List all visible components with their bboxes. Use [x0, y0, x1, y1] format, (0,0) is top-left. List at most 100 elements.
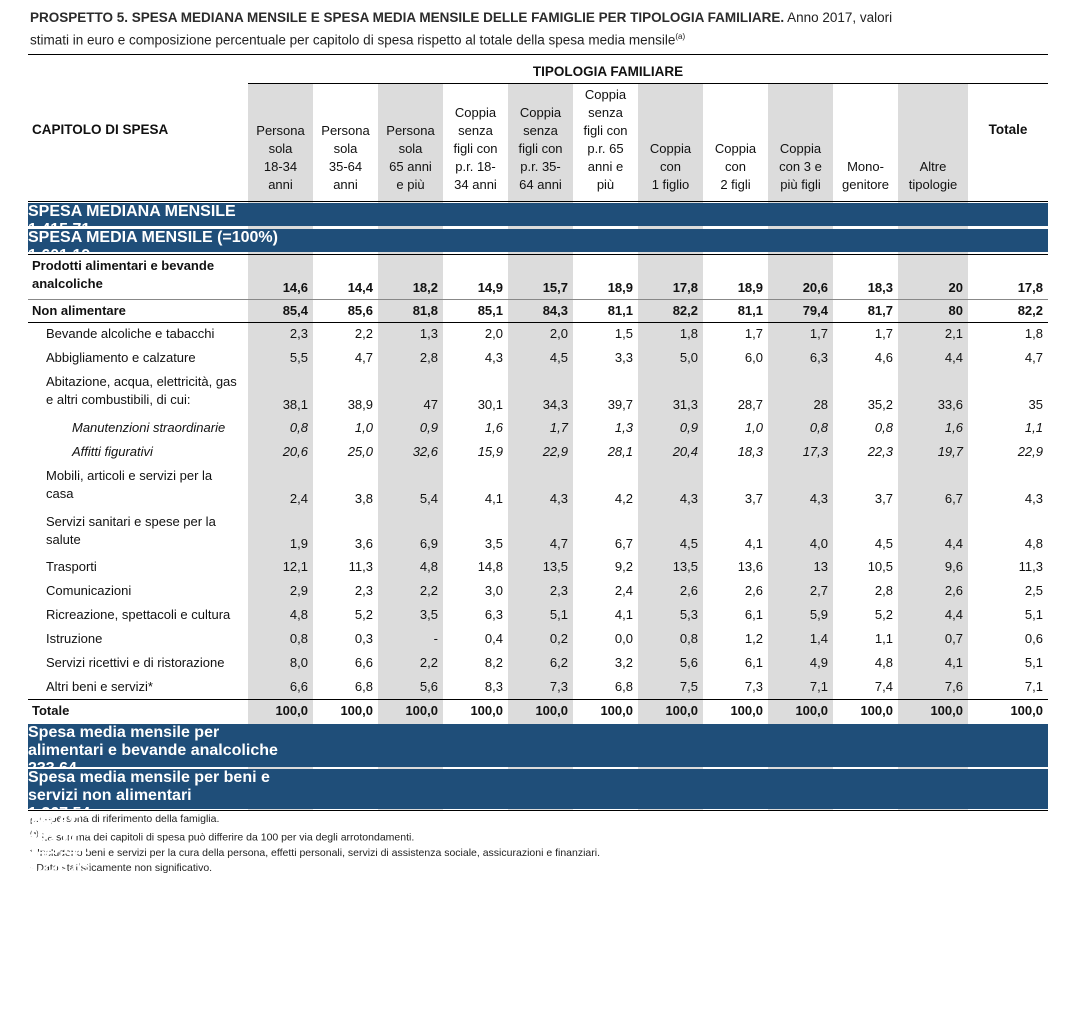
- table-cell: 2.130,65: [28, 383, 91, 400]
- row-label-line: Ricreazione, spettacoli e cultura: [46, 607, 231, 622]
- table-cell: 4,5: [549, 350, 568, 365]
- table-cell: 0,4: [484, 631, 503, 646]
- row-label: Totale: [32, 702, 69, 720]
- table-cell: 6,8: [614, 679, 633, 694]
- table-cell: 22,9: [1017, 443, 1043, 459]
- column-header-line: più figli: [780, 177, 821, 192]
- table-cell: 4,1: [744, 536, 763, 551]
- table-cell: 6,3: [809, 350, 828, 365]
- table-cell: 3.330,36: [28, 391, 91, 408]
- table-cell: 388,61: [28, 814, 77, 831]
- row-label: SPESA MEDIANA MENSILE: [28, 203, 1048, 221]
- table-cell: 4,9: [809, 655, 828, 670]
- row-label: Servizi sanitari e spese per la salute: [46, 513, 216, 549]
- table-bottom-rule: [28, 810, 1048, 811]
- table-cell: 2.106,83: [28, 1003, 91, 1020]
- table-cell: 2,2: [419, 583, 438, 598]
- table-cell: 2.496,50: [28, 293, 91, 310]
- table-cell: 8,0: [289, 655, 308, 670]
- column-header-line: 65 anni: [389, 159, 432, 174]
- row-label: Spesa media mensile per beni e servizi no…: [28, 769, 1048, 805]
- column-header-line: Coppia: [454, 105, 497, 120]
- table-cell: 39,7: [607, 397, 633, 412]
- table-cell: 2,0: [549, 326, 568, 341]
- row-label: Ricreazione, spettacoli e cultura: [46, 606, 230, 624]
- table-cell: 35: [1028, 397, 1043, 412]
- column-header-line: Coppia: [649, 141, 692, 156]
- table-cell: 11,3: [348, 559, 373, 574]
- column-header: Coppia senza figli con p.r. 18- 34 anni: [443, 104, 508, 194]
- table-cell: 100,0: [665, 703, 698, 718]
- table-cell: 4,2: [614, 491, 633, 506]
- table-cell: 2,3: [289, 326, 308, 341]
- table-cell: 539,92: [28, 868, 77, 885]
- table-cell: 5,9: [809, 607, 828, 622]
- row-label-line: casa: [46, 486, 74, 501]
- table-cell: 2.638,39: [28, 931, 91, 948]
- title-rest-1: Anno 2017, valori: [784, 10, 893, 25]
- row-label-line: SPESA MEDIA MENSILE (=100%): [28, 229, 278, 246]
- row-label: Bevande alcoliche e tabacchi: [46, 325, 214, 343]
- row-label: SPESA MEDIA MENSILE (=100%): [28, 229, 1048, 247]
- table-cell: 2,7: [809, 583, 828, 598]
- table-cell: 15,7: [542, 280, 568, 295]
- table-cell: 7,3: [549, 679, 568, 694]
- table-cell: 2,3: [354, 583, 373, 598]
- row-label-line: Altri beni e servizi*: [46, 679, 153, 694]
- column-header-line: Altre: [919, 159, 947, 174]
- table-cell: 7,1: [1024, 679, 1043, 694]
- column-header: Mono-genitore: [833, 158, 898, 194]
- table-cell: 85,1: [477, 302, 503, 318]
- row-label: Mobili, articoli e servizi per la casa: [46, 467, 212, 503]
- table-cell: 4,4: [944, 607, 963, 622]
- table-cell: 6,2: [549, 655, 568, 670]
- table-cell: -: [433, 631, 438, 646]
- table-cell: 3,5: [419, 607, 438, 622]
- table-row: Servizi ricettivi e di ristorazione 8,0 6,…: [28, 651, 1048, 675]
- table-row: Manutenzioni straordinarie 0,8 1,0 0,9 1,6 1,…: [28, 416, 1048, 439]
- footnotes: p.r.=persona di riferimento della famigl…: [30, 812, 600, 876]
- table-cell: 25,0: [347, 443, 373, 459]
- table-cell: 81,1: [607, 302, 633, 318]
- row-label-line: Prodotti alimentari e bevande: [32, 258, 215, 273]
- column-header-line: Coppia: [779, 141, 822, 156]
- row-label: Servizi ricettivi e di ristorazione: [46, 654, 224, 672]
- column-header-line: 2 figli: [720, 177, 751, 192]
- table-cell: 81,7: [867, 302, 893, 318]
- table-cell: 505,52: [28, 850, 77, 867]
- table-row: Abbigliamento e calzature 5,5 4,7 2,8 4,3 4,5…: [28, 346, 1048, 370]
- table-cell: 38,1: [282, 397, 308, 412]
- table-cell: 6,9: [419, 536, 438, 551]
- table-cell: 14,6: [282, 280, 308, 295]
- table-cell: 22,3: [867, 443, 893, 459]
- footnote-text: p.r.=persona di riferimento della famigl…: [30, 813, 220, 825]
- table-cell: 82,2: [672, 302, 698, 318]
- table-cell: 28,1: [607, 443, 633, 459]
- row-label: Istruzione: [46, 630, 102, 648]
- table-cell: 3.032,13: [28, 355, 91, 372]
- table-cell: 9,6: [944, 559, 963, 574]
- table-cell: 1,8: [679, 326, 698, 341]
- row-label-line: salute: [46, 532, 81, 547]
- table-cell: 1.663,25: [28, 283, 91, 300]
- table-cell: 12,1: [282, 559, 308, 574]
- table-cell: 4,8: [419, 559, 438, 574]
- table-cell: 17,8: [672, 280, 698, 295]
- row-label-line: servizi non alimentari: [28, 787, 192, 804]
- table-cell: 84,3: [542, 302, 568, 318]
- table-cell: 2.645,55: [28, 949, 91, 966]
- table-cell: 5,5: [289, 350, 308, 365]
- table-cell: 1,7: [874, 326, 893, 341]
- table-cell: 8,2: [484, 655, 503, 670]
- table-cell: 38,9: [347, 397, 373, 412]
- table-cell: 18,2: [412, 280, 438, 295]
- column-header-line: sola: [268, 141, 293, 156]
- row-label-line: Istruzione: [46, 631, 103, 646]
- table-cell: 14,4: [347, 280, 373, 295]
- table-row: Comunicazioni 2,9 2,3 2,2 3,0 2,3 2,4 2,6 2,6 2,7…: [28, 579, 1048, 603]
- table-cell: 1.601,19: [28, 247, 91, 264]
- table-cell: 4,6: [874, 350, 893, 365]
- table-cell: 0,3: [354, 631, 373, 646]
- table-cell: 20,6: [802, 280, 828, 295]
- table-cell: 0,8: [289, 631, 308, 646]
